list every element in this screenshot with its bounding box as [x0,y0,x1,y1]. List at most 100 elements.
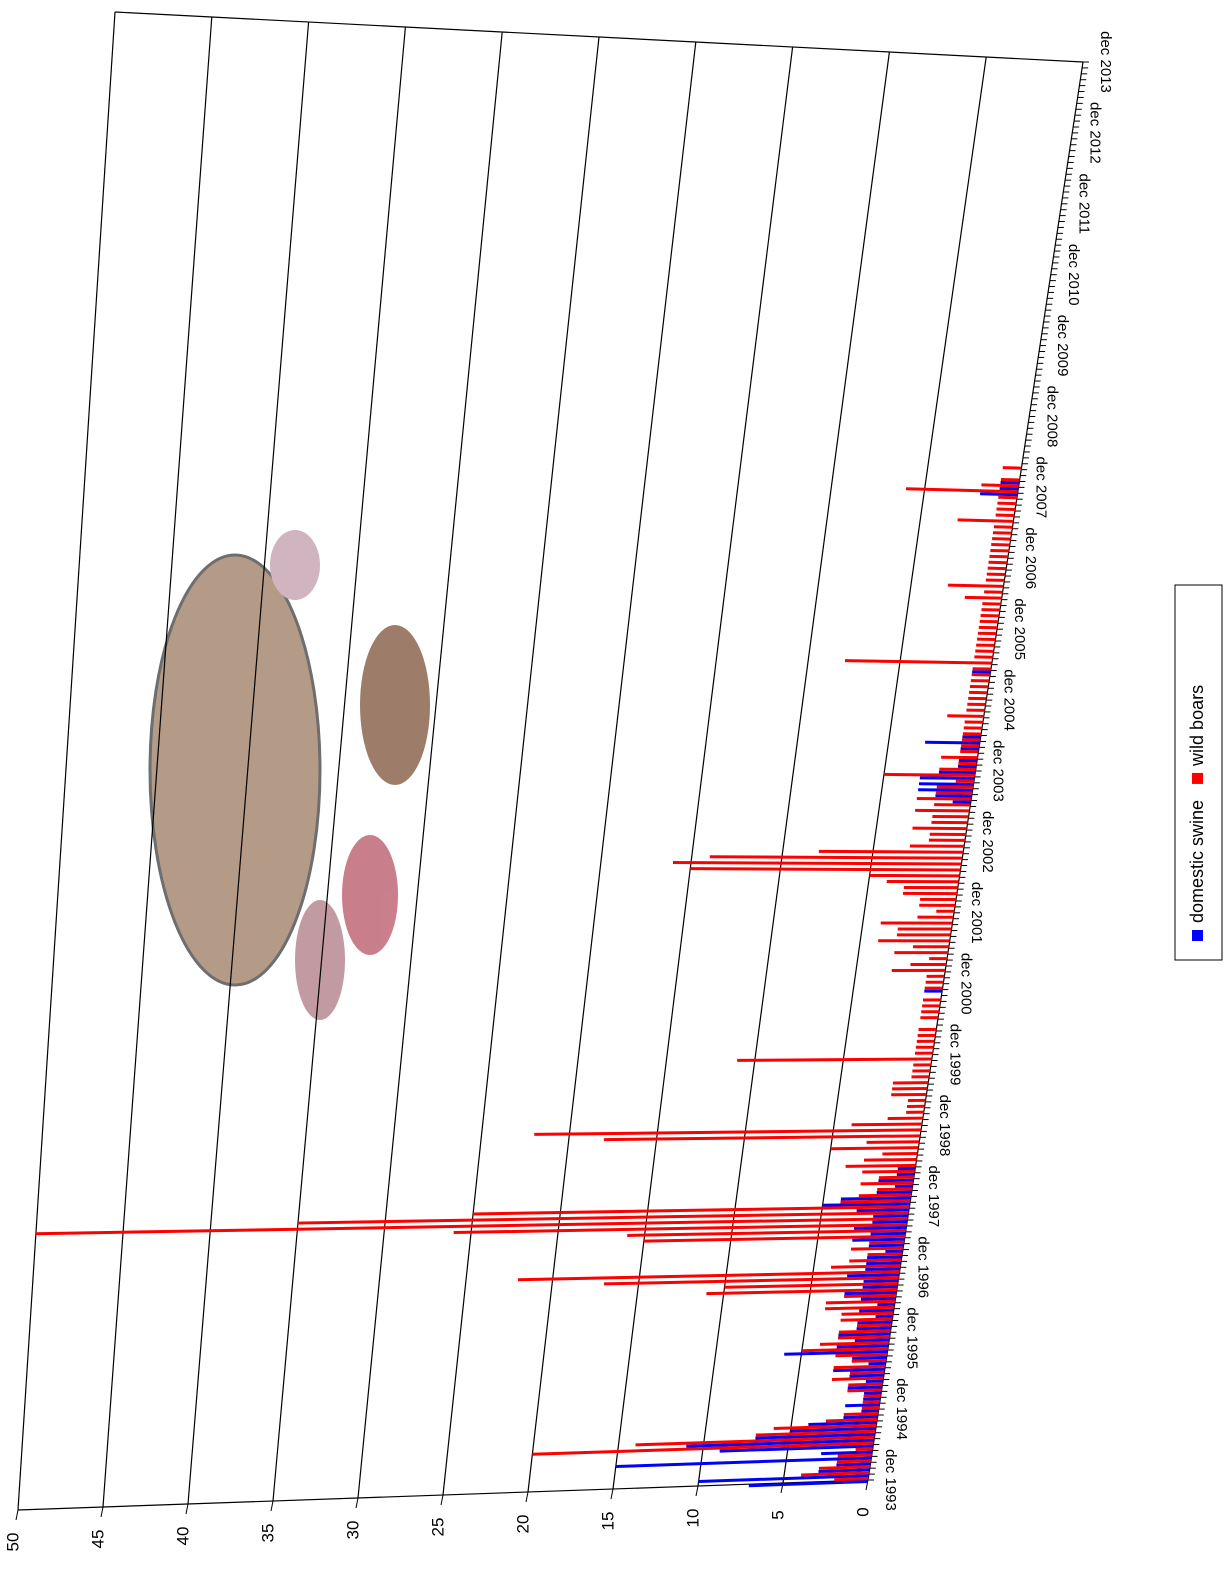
bar [784,1350,888,1356]
bar [844,1293,897,1299]
legend: domestic swine wild boars [1174,584,1223,961]
bar [925,740,980,745]
y-tick-label: 45 [88,1530,107,1549]
bar [615,1456,872,1468]
bar [643,1234,905,1243]
bar [862,1169,915,1174]
bar [857,1320,892,1325]
bar [830,1146,919,1151]
bar [672,861,962,866]
bar [818,1465,871,1470]
bar [635,1435,875,1447]
bar [849,1258,902,1263]
bar [603,1134,921,1142]
bar [957,518,1014,523]
y-tick [185,1503,189,1515]
y-tick [695,1485,699,1497]
bar [867,1255,902,1260]
x-tick-label: dec 2009 [1054,315,1071,377]
bar [755,1432,875,1440]
y-tick-label: 10 [683,1509,702,1528]
bar [836,1462,871,1467]
illustration [148,530,430,1020]
bar [865,1267,901,1272]
x-tick-label: dec 2006 [1022,527,1039,589]
x-tick-label: dec 1995 [904,1307,921,1369]
bar [690,867,961,872]
x-tick-label: dec 1994 [893,1378,910,1440]
legend-label: wild boars [1187,685,1207,767]
grid-line [527,41,697,1493]
bar [843,1412,879,1417]
x-tick-label: dec 2001 [968,882,985,944]
bar [862,1285,898,1289]
x-tick-label: dec 2003 [990,740,1007,802]
bar [845,1403,880,1408]
y-tick-label: 30 [343,1521,362,1540]
y-tick-label: 50 [3,1533,22,1552]
bar [872,1220,908,1224]
bar [706,1287,897,1296]
bar [863,1397,881,1401]
bar [860,1296,896,1301]
grid-line [187,21,310,1505]
x-tick-label: dec 2004 [1000,669,1017,731]
bar [849,1370,885,1375]
bar [844,659,992,665]
bar [905,487,1018,494]
bar [818,1468,870,1473]
bar [534,1128,922,1136]
bar [843,1415,878,1420]
bar [855,1447,873,1452]
bar [981,483,1019,488]
bar [724,1282,898,1289]
bar [532,1441,874,1456]
axis-line [17,1479,869,1511]
x-tick-label: dec 2000 [957,953,974,1015]
bar [801,1471,870,1477]
bar [453,1222,907,1235]
bar [837,1453,872,1458]
bar [847,1388,882,1393]
bar [852,1237,905,1242]
y-tick [15,1509,19,1521]
bar [999,486,1019,491]
bar [841,1311,894,1316]
grid-line [357,31,503,1499]
bar [850,1246,904,1251]
bar [948,583,1004,588]
bar [862,1400,880,1404]
bar [877,1187,913,1192]
bar [852,1355,887,1360]
bar [845,1163,916,1168]
bar [822,1202,910,1207]
bar [870,1231,906,1236]
x-tick-label: dec 2005 [1011,598,1028,660]
bar [869,1240,905,1245]
bar [840,1199,911,1204]
bar [1002,466,1022,470]
bar [878,1178,914,1183]
bar [719,1444,874,1453]
y-tick [440,1494,444,1506]
x-tick-label: dec 2012 [1086,102,1103,164]
y-tick-label: 35 [258,1524,277,1543]
bar [919,776,975,780]
bar [856,1326,892,1331]
bar [847,1385,883,1390]
grid-line [612,46,794,1490]
bar [818,849,964,854]
axis-line [114,11,1084,63]
x-tick-label: dec 2010 [1065,244,1082,306]
bar [840,1196,911,1201]
bar [864,1391,882,1395]
bar [838,1329,891,1334]
bar [980,492,1018,497]
bar [866,1261,901,1266]
x-tick-label: dec 2013 [1097,31,1114,93]
bar [831,1376,884,1382]
grid-line [782,56,987,1484]
bar [825,1305,895,1311]
bar [709,855,963,860]
x-tick-label: dec 1998 [936,1095,953,1157]
